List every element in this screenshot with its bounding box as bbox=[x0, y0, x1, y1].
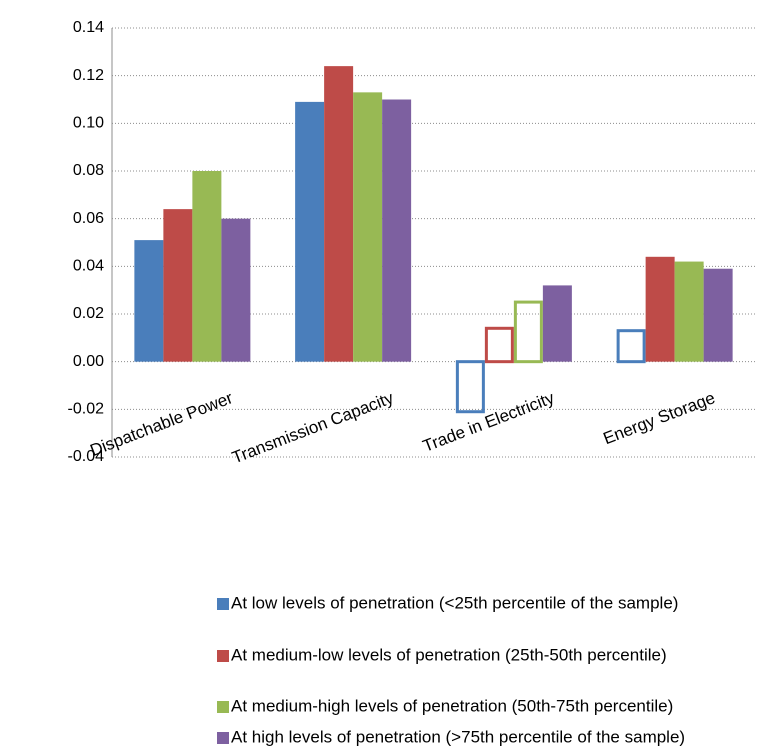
bar bbox=[134, 240, 164, 362]
bar bbox=[616, 329, 646, 364]
legend-marker bbox=[217, 732, 229, 744]
bar bbox=[484, 326, 514, 364]
legend-marker bbox=[217, 701, 229, 713]
x-tick-label: Trade in Electricity bbox=[420, 388, 557, 456]
bar bbox=[353, 92, 383, 362]
y-tick-label: 0.14 bbox=[73, 19, 104, 36]
bar bbox=[295, 101, 325, 362]
x-tick-label: Energy Storage bbox=[601, 388, 718, 448]
bar bbox=[192, 171, 222, 362]
bar bbox=[645, 256, 675, 362]
legend-label: At medium-low levels of penetration (25t… bbox=[231, 645, 667, 664]
legend-label: At high levels of penetration (>75th per… bbox=[231, 727, 685, 746]
y-tick-label: 0.06 bbox=[73, 210, 104, 227]
x-tick-label: Dispatchable Power bbox=[87, 388, 235, 460]
legend-label: At medium-high levels of penetration (50… bbox=[231, 696, 673, 715]
bar bbox=[703, 268, 733, 362]
y-tick-label: -0.04 bbox=[68, 448, 105, 465]
y-tick-label: -0.02 bbox=[68, 401, 105, 418]
bar bbox=[382, 99, 412, 362]
legend-marker bbox=[217, 598, 229, 610]
y-tick-label: 0.00 bbox=[73, 353, 104, 370]
bar bbox=[324, 66, 354, 362]
y-tick-label: 0.12 bbox=[73, 67, 104, 84]
bar bbox=[674, 261, 704, 362]
legend-marker bbox=[217, 650, 229, 662]
bar bbox=[455, 360, 485, 414]
x-tick-label: Transmission Capacity bbox=[229, 388, 396, 467]
bar bbox=[513, 300, 543, 364]
bar bbox=[221, 218, 251, 362]
bar bbox=[163, 209, 193, 362]
legend: At low levels of penetration (<25th perc… bbox=[217, 593, 685, 746]
bar bbox=[542, 285, 572, 362]
y-tick-label: 0.02 bbox=[73, 305, 104, 322]
y-tick-label: 0.08 bbox=[73, 162, 104, 179]
y-tick-label: 0.10 bbox=[73, 115, 104, 132]
legend-label: At low levels of penetration (<25th perc… bbox=[231, 593, 678, 612]
y-tick-label: 0.04 bbox=[73, 258, 104, 275]
